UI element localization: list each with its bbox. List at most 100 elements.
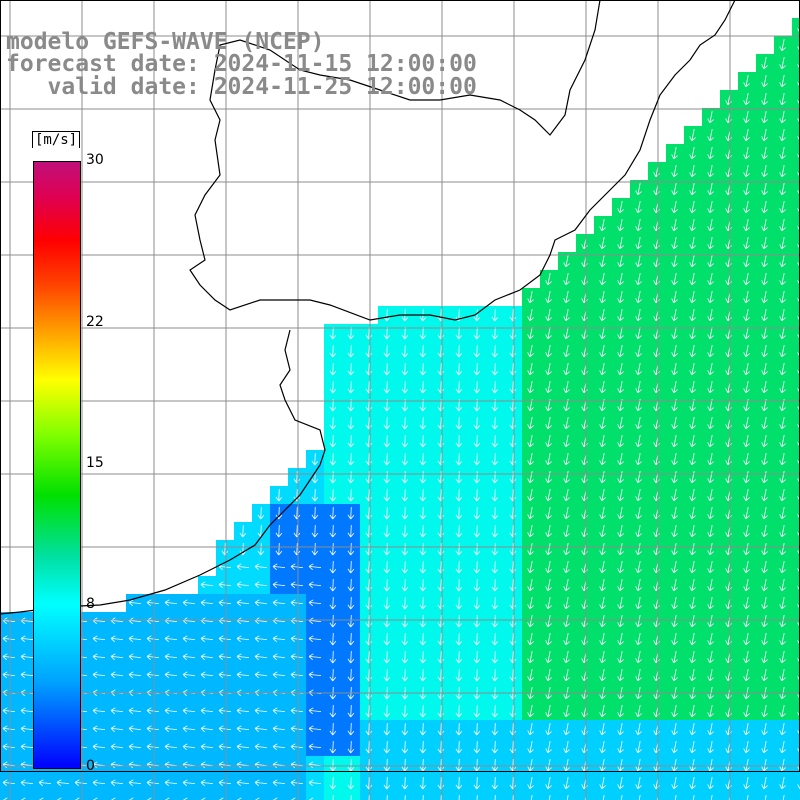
wind-arrow <box>599 453 606 466</box>
wind-arrow <box>473 326 481 340</box>
wind-arrow <box>401 596 409 610</box>
wind-cell <box>792 306 800 324</box>
wind-arrow <box>182 635 196 643</box>
wind-arrow <box>671 345 678 358</box>
wind-arrow <box>743 327 750 340</box>
wind-arrow <box>383 434 391 448</box>
wind-arrow <box>743 363 750 376</box>
wind-arrow <box>401 722 409 736</box>
wind-arrow <box>689 273 696 286</box>
wind-arrow <box>128 707 142 715</box>
wind-arrow <box>545 759 552 772</box>
wind-cell <box>36 792 54 800</box>
wind-arrow <box>707 651 714 664</box>
wind-arrow <box>383 506 391 520</box>
wind-arrow <box>707 669 714 682</box>
wind-arrow <box>308 671 322 679</box>
wind-arrow <box>779 255 786 268</box>
wind-arrow <box>329 380 337 394</box>
wind-arrow <box>401 668 409 682</box>
wind-arrow <box>401 542 409 556</box>
wind-arrow <box>671 651 678 664</box>
wind-arrow <box>761 417 768 430</box>
wind-arrow <box>110 707 124 715</box>
wind-cell <box>792 324 800 342</box>
wind-arrow <box>779 273 786 286</box>
wind-arrow <box>743 201 750 214</box>
wind-arrow <box>689 417 696 430</box>
wind-arrow <box>599 579 606 592</box>
wind-arrow <box>761 57 768 70</box>
wind-arrow <box>563 489 570 502</box>
wind-arrow <box>455 578 463 592</box>
wind-arrow <box>743 273 750 286</box>
wind-arrow <box>545 705 552 718</box>
wind-arrow <box>707 363 714 376</box>
wind-arrow <box>761 75 768 88</box>
wind-arrow <box>419 668 427 682</box>
wind-cell <box>792 486 800 504</box>
wind-arrow <box>671 471 678 484</box>
wind-arrow <box>527 561 534 574</box>
wind-arrow <box>635 417 642 430</box>
wind-arrow <box>707 705 714 718</box>
wind-arrow <box>218 725 232 733</box>
wind-arrow <box>635 489 642 502</box>
wind-arrow <box>671 597 678 610</box>
wind-arrow <box>419 434 427 448</box>
wind-arrow <box>761 129 768 142</box>
wind-arrow <box>473 488 481 502</box>
wind-arrow <box>182 707 196 715</box>
wind-arrow <box>128 725 142 733</box>
wind-arrow <box>743 471 750 484</box>
wind-arrow <box>20 743 34 751</box>
wind-arrow <box>455 362 463 376</box>
wind-arrow <box>707 273 714 286</box>
wind-arrow <box>671 723 678 736</box>
wind-arrow <box>455 434 463 448</box>
wind-arrow <box>329 650 337 664</box>
wind-arrow <box>635 345 642 358</box>
wind-arrow <box>200 653 214 661</box>
wind-arrow <box>473 308 481 322</box>
wind-arrow <box>347 506 355 520</box>
wind-arrow <box>599 363 606 376</box>
wind-arrow <box>707 723 714 736</box>
wind-arrow <box>743 669 750 682</box>
wind-arrow <box>743 777 750 790</box>
wind-arrow <box>290 707 304 715</box>
wind-arrow <box>419 344 427 358</box>
wind-arrow <box>329 524 337 538</box>
wind-arrow <box>671 147 678 160</box>
wind-arrow <box>383 668 391 682</box>
wind-arrow <box>779 561 786 574</box>
wind-arrow <box>779 327 786 340</box>
wind-arrow <box>2 779 16 787</box>
wind-arrow <box>761 507 768 520</box>
wind-arrow <box>671 273 678 286</box>
wind-cell <box>684 792 702 800</box>
wind-cell <box>54 792 72 800</box>
wind-cell <box>792 396 800 414</box>
wind-arrow <box>455 560 463 574</box>
wind-arrow <box>617 777 624 790</box>
wind-arrow <box>563 309 570 322</box>
wind-arrow <box>707 615 714 628</box>
wind-arrow <box>743 255 750 268</box>
wind-arrow <box>347 524 355 538</box>
wind-arrow <box>689 669 696 682</box>
wind-arrow <box>779 219 786 232</box>
wind-cell <box>792 756 800 774</box>
wind-arrow <box>599 669 606 682</box>
wind-arrow <box>707 255 714 268</box>
wind-arrow <box>491 308 499 322</box>
wind-arrow <box>527 525 534 538</box>
wind-arrow <box>527 309 534 322</box>
wind-arrow <box>491 776 499 790</box>
wind-arrow <box>491 578 499 592</box>
wind-cell <box>792 126 800 144</box>
wind-arrow <box>563 273 570 286</box>
wind-arrow <box>671 183 678 196</box>
wind-arrow <box>617 309 624 322</box>
wind-arrow <box>419 470 427 484</box>
